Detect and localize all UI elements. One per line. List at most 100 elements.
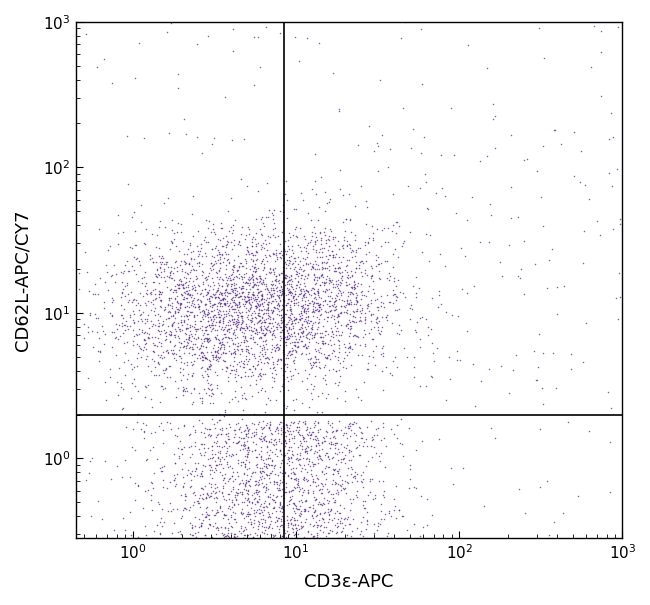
- Point: [199, 307, 209, 317]
- Point: [238, 405, 248, 415]
- Point: [248, 337, 259, 347]
- Point: [391, 291, 402, 301]
- Point: [227, 437, 238, 447]
- Point: [259, 330, 270, 339]
- Point: [177, 364, 188, 373]
- Point: [207, 506, 218, 515]
- Point: [217, 482, 228, 491]
- Point: [333, 479, 344, 489]
- Point: [343, 447, 354, 457]
- Point: [188, 359, 198, 368]
- Point: [215, 344, 226, 353]
- Point: [402, 526, 412, 535]
- Point: [342, 295, 352, 304]
- Point: [281, 431, 291, 441]
- Point: [225, 533, 235, 543]
- Point: [171, 285, 181, 295]
- Point: [343, 189, 354, 199]
- Point: [322, 418, 333, 428]
- Point: [322, 316, 332, 325]
- Point: [281, 214, 292, 223]
- Point: [251, 214, 261, 224]
- Point: [233, 298, 244, 307]
- Point: [294, 324, 305, 334]
- Point: [162, 348, 173, 358]
- Point: [228, 514, 239, 524]
- Point: [207, 320, 218, 330]
- Point: [244, 321, 254, 331]
- Point: [333, 275, 343, 285]
- Point: [367, 474, 377, 484]
- Point: [335, 290, 346, 299]
- Point: [306, 469, 316, 479]
- Point: [216, 429, 226, 439]
- Point: [303, 341, 313, 350]
- Point: [182, 289, 192, 299]
- Point: [183, 282, 193, 292]
- Point: [283, 469, 294, 479]
- Point: [462, 288, 472, 298]
- Point: [252, 298, 263, 308]
- Point: [256, 258, 266, 267]
- Point: [383, 528, 393, 538]
- Point: [222, 431, 233, 440]
- Point: [220, 523, 230, 533]
- Point: [261, 212, 272, 222]
- Point: [259, 318, 270, 327]
- Point: [389, 289, 400, 299]
- Point: [309, 307, 319, 316]
- Point: [189, 312, 200, 321]
- Point: [365, 417, 376, 427]
- Point: [209, 340, 219, 350]
- Point: [260, 386, 270, 396]
- Point: [348, 515, 358, 525]
- Point: [325, 250, 335, 260]
- Point: [419, 132, 429, 142]
- Point: [300, 296, 310, 306]
- Point: [285, 286, 295, 295]
- Point: [274, 417, 285, 427]
- Point: [152, 358, 162, 367]
- Point: [127, 442, 137, 452]
- Point: [137, 325, 148, 335]
- Point: [174, 453, 185, 463]
- Point: [259, 481, 269, 491]
- Point: [193, 324, 203, 334]
- Point: [198, 305, 209, 315]
- Point: [224, 518, 234, 528]
- Point: [292, 240, 303, 250]
- Point: [269, 373, 280, 383]
- Point: [269, 289, 280, 298]
- Point: [264, 424, 274, 433]
- Point: [230, 348, 240, 358]
- Point: [226, 275, 237, 285]
- Point: [283, 445, 293, 455]
- Point: [349, 299, 359, 309]
- Point: [241, 420, 252, 430]
- Point: [192, 496, 203, 506]
- Point: [358, 497, 368, 506]
- Point: [243, 296, 254, 306]
- Point: [324, 515, 334, 525]
- Point: [239, 525, 249, 535]
- Point: [309, 221, 319, 231]
- Point: [320, 286, 330, 295]
- Point: [266, 428, 276, 437]
- Point: [194, 302, 204, 312]
- Point: [212, 330, 222, 340]
- Point: [265, 291, 276, 301]
- Point: [263, 523, 274, 532]
- Point: [519, 155, 530, 165]
- Point: [55, 309, 66, 319]
- Point: [166, 424, 176, 434]
- Point: [196, 306, 207, 316]
- Point: [168, 275, 179, 285]
- Point: [287, 289, 298, 298]
- Point: [141, 455, 151, 465]
- Point: [309, 264, 320, 273]
- Point: [225, 320, 235, 330]
- Point: [256, 321, 266, 331]
- Point: [243, 489, 254, 499]
- Point: [168, 286, 179, 295]
- Point: [179, 302, 190, 312]
